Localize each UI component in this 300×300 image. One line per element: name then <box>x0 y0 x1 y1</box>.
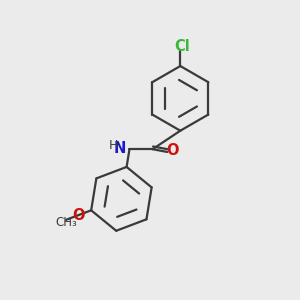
Text: Cl: Cl <box>174 39 190 54</box>
Text: N: N <box>113 141 126 156</box>
Text: O: O <box>167 143 179 158</box>
Text: H: H <box>109 139 119 152</box>
Text: O: O <box>72 208 85 223</box>
Text: CH₃: CH₃ <box>56 216 77 229</box>
